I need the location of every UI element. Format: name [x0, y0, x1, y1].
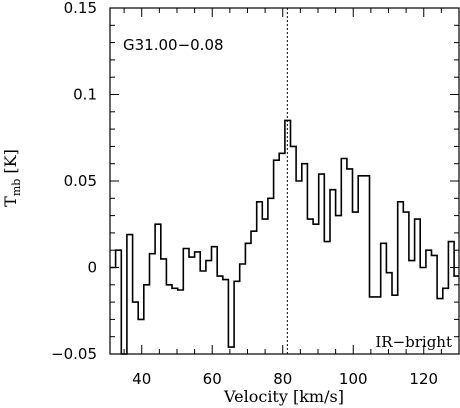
y-axis-title-main: T — [1, 196, 20, 207]
category-label: IR−bright — [375, 333, 452, 351]
x-tick-label: 100 — [339, 370, 368, 388]
y-tick-label: 0.1 — [73, 86, 97, 104]
spectrum-series-line — [110, 119, 459, 355]
y-tick-label: 0.15 — [64, 0, 97, 17]
y-axis-title-unit: [K] — [1, 149, 20, 179]
x-tick-label: 60 — [203, 370, 222, 388]
y-tick-label: 0 — [87, 259, 97, 277]
plot-frame — [109, 7, 460, 355]
svg-text:Tmb [K]: Tmb [K] — [1, 149, 23, 207]
y-tick-label: 0.05 — [64, 172, 97, 190]
x-tick-label: 40 — [132, 370, 151, 388]
y-axis-title: Tmb [K] — [1, 149, 23, 207]
axis-ticks — [110, 7, 460, 355]
x-tick-label: 120 — [409, 370, 438, 388]
x-tick-label: 80 — [273, 370, 292, 388]
axis-tick-labels: 40 60 80 100 120 −0.05 0 0.05 0.1 0.15 — [51, 0, 438, 388]
x-axis-title: Velocity [km/s] — [223, 387, 344, 406]
plot-frame-rect — [109, 7, 460, 355]
source-name-label: G31.00−0.08 — [123, 36, 224, 54]
y-axis-title-subscript: mb — [10, 179, 23, 196]
y-tick-label: −0.05 — [51, 345, 97, 363]
